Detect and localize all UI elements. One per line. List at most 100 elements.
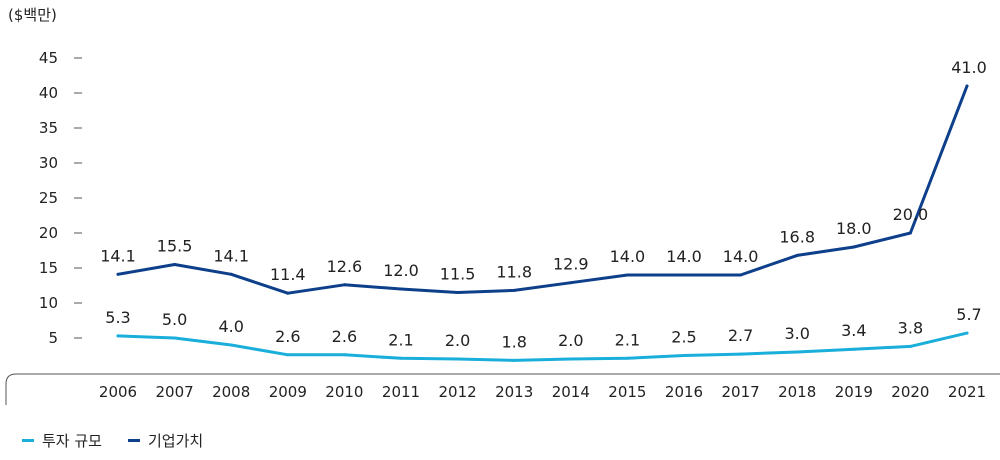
- data-label: 20.0: [893, 205, 929, 224]
- data-point: [739, 352, 743, 356]
- data-point: [908, 231, 912, 235]
- x-tick-label: 2017: [722, 383, 760, 401]
- data-label: 14.1: [100, 246, 136, 265]
- data-label: 12.9: [553, 255, 589, 274]
- data-label: 5.3: [105, 308, 130, 327]
- data-label: 5.0: [162, 310, 187, 329]
- data-point: [852, 245, 856, 249]
- x-tick-label: 2014: [552, 383, 590, 401]
- data-label: 2.6: [332, 327, 357, 346]
- x-axis-line: [5, 373, 1000, 405]
- x-tick-label: 2008: [212, 383, 250, 401]
- data-point: [625, 356, 629, 360]
- x-tick-label: 2009: [269, 383, 307, 401]
- legend-item-valuation: 기업가치: [127, 430, 204, 451]
- legend-swatch-valuation: [127, 439, 140, 442]
- legend: 투자 규모 기업가치: [22, 430, 203, 451]
- data-label: 11.5: [440, 265, 476, 284]
- data-label: 2.7: [728, 326, 753, 345]
- data-point: [569, 281, 573, 285]
- data-point: [852, 347, 856, 351]
- data-label: 11.4: [270, 265, 306, 284]
- y-axis-unit-label: ($백만): [8, 6, 57, 24]
- x-tick-label: 2011: [382, 383, 420, 401]
- x-tick-label: 2018: [778, 383, 816, 401]
- data-label: 3.0: [784, 324, 809, 343]
- data-point: [625, 273, 629, 277]
- data-point: [229, 272, 233, 276]
- y-tick-label: 40: [39, 84, 58, 102]
- y-tick-label: 5: [48, 329, 58, 347]
- data-label: 12.0: [383, 261, 419, 280]
- data-label: 2.0: [445, 331, 470, 350]
- x-tick-label: 2010: [325, 383, 363, 401]
- data-label: 14.0: [666, 247, 702, 266]
- x-tick-label: 2021: [948, 383, 986, 401]
- data-label: 14.0: [610, 247, 646, 266]
- data-point: [229, 343, 233, 347]
- data-point: [512, 288, 516, 292]
- data-label: 18.0: [836, 219, 872, 238]
- data-label: 2.1: [388, 330, 413, 349]
- data-point: [342, 353, 346, 357]
- data-point: [795, 350, 799, 354]
- data-label: 2.1: [615, 330, 640, 349]
- data-point: [342, 283, 346, 287]
- y-tick-label: 10: [39, 294, 58, 312]
- data-point: [682, 354, 686, 357]
- y-tick-label: 15: [39, 259, 58, 277]
- data-label: 3.8: [898, 318, 923, 337]
- x-tick-label: 2016: [665, 383, 703, 401]
- data-label: 2.0: [558, 331, 583, 350]
- data-label: 14.1: [213, 246, 249, 265]
- data-label: 4.0: [218, 317, 243, 336]
- series-layer: [116, 84, 969, 362]
- y-tick-label: 45: [39, 49, 58, 67]
- data-label: 11.8: [496, 262, 532, 281]
- data-label-layer: 5.3 5.0 4.0 2.6 2.6 2.1 2.0 1.8 2.0 2.1 2.5 2.7 3.0 3…: [100, 58, 987, 351]
- data-point: [739, 273, 743, 277]
- data-point: [173, 263, 177, 266]
- data-point: [965, 84, 969, 88]
- legend-item-investment: 투자 규모: [22, 430, 102, 451]
- y-tick-label: 20: [39, 224, 58, 242]
- data-label: 15.5: [157, 237, 193, 256]
- x-tick-label: 2020: [891, 383, 929, 401]
- line-chart: 5 10 15 20 25 30 35 40 45 2006 2007 2008 2009 2010 201…: [5, 49, 1000, 405]
- y-tick-label: 35: [39, 119, 58, 137]
- data-point: [399, 287, 403, 291]
- x-tick-label: 2007: [156, 383, 194, 401]
- axis-layer: 5 10 15 20 25 30 35 40 45 2006 2007 2008 2009 2010 201…: [5, 49, 1000, 405]
- data-label: 2.5: [671, 328, 696, 347]
- data-label: 41.0: [951, 58, 987, 77]
- data-label: 1.8: [501, 332, 526, 351]
- y-tick-label: 30: [39, 154, 58, 172]
- data-point: [908, 344, 912, 348]
- x-tick-label: 2006: [99, 383, 137, 401]
- series-line-1: [116, 84, 969, 295]
- data-point: [795, 253, 799, 257]
- x-tick-label: 2012: [439, 383, 477, 401]
- data-label: 16.8: [779, 227, 815, 246]
- legend-label-valuation: 기업가치: [147, 432, 204, 450]
- x-tick-label: 2015: [608, 383, 646, 401]
- data-point: [512, 358, 516, 362]
- data-label: 3.4: [841, 321, 866, 340]
- x-tick-label: 2019: [835, 383, 873, 401]
- data-point: [116, 272, 120, 276]
- legend-swatch-investment: [22, 439, 34, 442]
- legend-label-investment: 투자 규모: [42, 432, 102, 450]
- data-label: 5.7: [956, 305, 981, 324]
- data-point: [116, 334, 120, 338]
- x-tick-label: 2013: [495, 383, 533, 401]
- data-label: 14.0: [723, 247, 759, 266]
- data-point: [965, 331, 969, 335]
- data-point: [286, 353, 290, 357]
- data-point: [399, 356, 403, 360]
- data-label: 12.6: [327, 257, 363, 276]
- data-point: [456, 291, 460, 294]
- data-point: [682, 273, 686, 277]
- data-point: [569, 357, 573, 361]
- y-tick-label: 25: [39, 189, 58, 207]
- data-point: [286, 291, 290, 295]
